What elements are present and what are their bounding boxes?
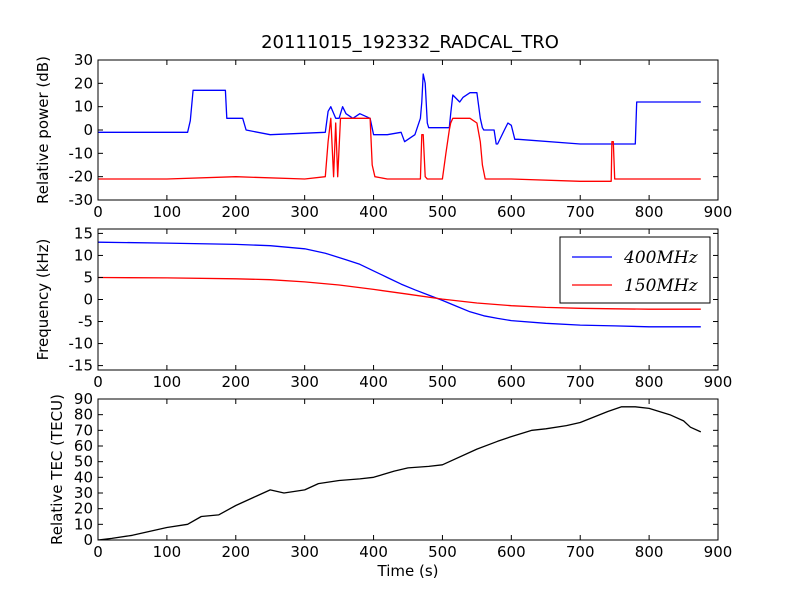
series-line-1 [98, 73, 701, 145]
y-tick-label: -5 [78, 313, 93, 331]
x-tick-label: 200 [221, 543, 250, 561]
y-axis-label: Relative power (dB) [34, 56, 52, 204]
y-tick-label: 0 [83, 121, 93, 139]
x-tick-label: 100 [153, 203, 182, 221]
x-tick-label: 300 [290, 203, 319, 221]
x-tick-label: 600 [497, 373, 526, 391]
y-tick-label: 30 [74, 51, 93, 69]
x-tick-label: 700 [566, 203, 595, 221]
x-tick-label: 0 [93, 203, 103, 221]
y-tick-label: 0 [83, 531, 93, 549]
x-tick-label: 900 [704, 373, 733, 391]
x-tick-label: 600 [497, 203, 526, 221]
x-tick-label: 700 [566, 543, 595, 561]
y-axis-label: Relative TEC (TECU) [48, 394, 66, 545]
y-tick-label: 40 [74, 468, 93, 486]
x-tick-label: 700 [566, 373, 595, 391]
x-tick-label: 300 [290, 543, 319, 561]
x-tick-label: 300 [290, 373, 319, 391]
series-line-1 [98, 406, 702, 540]
x-tick-label: 500 [428, 373, 457, 391]
legend-box [559, 236, 711, 304]
y-tick-label: 70 [74, 421, 93, 439]
x-tick-label: 400 [359, 373, 388, 391]
x-tick-label: 100 [153, 543, 182, 561]
x-tick-label: 500 [428, 543, 457, 561]
legend-label: 150MHz [624, 276, 699, 296]
x-tick-label: 400 [359, 203, 388, 221]
panel-2: 0 100 200 300 400 500 600 700 800 900 -15 -10 -5 0 5 10… [34, 224, 732, 391]
x-tick-label: 0 [93, 373, 103, 391]
x-tick-label: 800 [635, 543, 664, 561]
y-tick-label: 0 [83, 291, 93, 309]
x-tick-label: 200 [221, 373, 250, 391]
y-tick-label: 30 [74, 484, 93, 502]
y-tick-label: 20 [74, 74, 93, 92]
figure-title: 20111015_192332_RADCAL_TRO [261, 32, 559, 53]
y-tick-label: 50 [74, 453, 93, 471]
x-tick-label: 600 [497, 543, 526, 561]
panels: 0 100 200 300 400 500 600 700 800 900-30-20-10010… [34, 51, 732, 580]
series-line-400mhz [98, 241, 701, 328]
x-tick-label: 0 [93, 543, 103, 561]
x-tick-label: 200 [221, 203, 250, 221]
y-tick-label: -10 [69, 335, 94, 353]
y-tick-label: -10 [69, 144, 94, 162]
y-tick-label: -20 [69, 168, 94, 186]
y-tick-label: 15 [74, 224, 93, 242]
y-tick-label: 10 [74, 246, 93, 264]
y-axis-label: Frequency (kHz) [34, 239, 52, 361]
y-tick-label: 60 [74, 437, 93, 455]
legend: 400MHz 150MHz [559, 236, 711, 304]
x-tick-label: 400 [359, 543, 388, 561]
y-tick-label: 90 [74, 390, 93, 408]
y-tick-label: -15 [69, 357, 94, 375]
plot-frame [97, 398, 719, 541]
x-tick-label: 900 [704, 203, 733, 221]
series-line-150mhz [98, 276, 701, 310]
series-line-2 [98, 117, 701, 182]
x-tick-label: 100 [153, 373, 182, 391]
panel-3: 0 100 200 300 400 500 600 700 800 900 010203040506… [48, 390, 732, 580]
y-tick-label: 20 [74, 500, 93, 518]
x-tick-label: 500 [428, 203, 457, 221]
x-tick-label: 900 [704, 543, 733, 561]
x-tick-label: 800 [635, 373, 664, 391]
x-axis-label: Time (s) [377, 562, 439, 580]
y-tick-label: -30 [69, 191, 94, 209]
y-tick-label: 5 [83, 268, 93, 286]
y-tick-label: 10 [74, 515, 93, 533]
legend-label: 400MHz [623, 248, 699, 268]
y-tick-label: 10 [74, 98, 93, 116]
y-tick-label: 80 [74, 406, 93, 424]
x-tick-label: 800 [635, 203, 664, 221]
panel-1: 0 100 200 300 400 500 600 700 800 900 -30 -20 -10 0 10… [34, 51, 732, 221]
